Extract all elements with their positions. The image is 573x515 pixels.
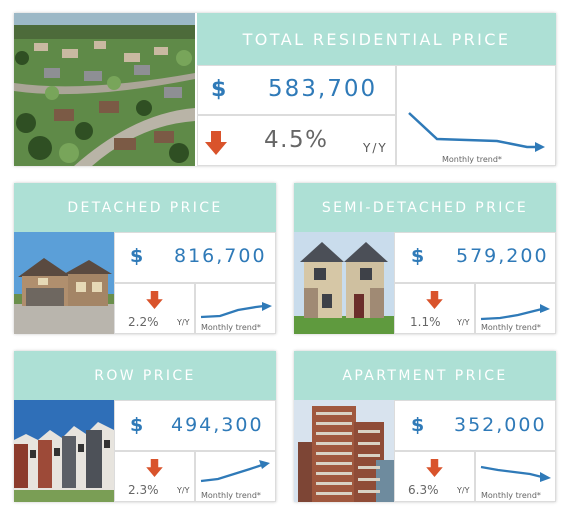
detached-header: DETACHED PRICE xyxy=(14,183,276,232)
semi-detached-dollar-icon: $ xyxy=(411,245,425,267)
total-trend-cell xyxy=(396,65,556,166)
total-yy-label: Y/Y xyxy=(363,141,388,155)
total-dollar-icon: $ xyxy=(211,77,227,102)
row-trend-chart xyxy=(200,460,270,483)
row-dollar-icon: $ xyxy=(130,414,144,436)
row-change-value: 2.3% xyxy=(128,483,159,497)
semi-detached-title: SEMI-DETACHED PRICE xyxy=(321,199,529,216)
apartment-price-value: 352,000 xyxy=(454,414,547,436)
semi-detached-card: SEMI-DETACHED PRICE $ 579,200 1.1% Y/Y M… xyxy=(294,183,556,334)
total-price-value: 583,700 xyxy=(268,76,378,102)
detached-price-cell xyxy=(114,232,276,283)
semi-detached-header: SEMI-DETACHED PRICE xyxy=(294,183,556,232)
apartment-price-cell xyxy=(394,400,556,451)
semi-detached-price-value: 579,200 xyxy=(456,245,549,267)
apartment-card: APARTMENT PRICE $ 352,000 6.3% Y/Y Month… xyxy=(294,351,556,502)
total-change-value: 4.5% xyxy=(264,127,329,153)
apartment-title: APARTMENT PRICE xyxy=(342,367,508,384)
detached-dollar-icon: $ xyxy=(130,245,144,267)
semi-detached-trend-chart xyxy=(480,304,550,321)
detached-yy-label: Y/Y xyxy=(177,318,190,327)
total-price-cell xyxy=(197,65,396,115)
neighbourhood-aerial-photo xyxy=(14,13,195,166)
detached-trend-label: Monthly trend* xyxy=(201,323,261,332)
apartment-header: APARTMENT PRICE xyxy=(294,351,556,400)
total-change-cell xyxy=(197,115,396,166)
row-trend-label: Monthly trend* xyxy=(201,491,261,500)
detached-change-value: 2.2% xyxy=(128,315,159,329)
detached-price-value: 816,700 xyxy=(174,245,267,267)
row-header: ROW PRICE xyxy=(14,351,276,400)
apartment-dollar-icon: $ xyxy=(411,414,425,436)
detached-house-photo xyxy=(14,232,114,334)
apartment-change-value: 6.3% xyxy=(408,483,439,497)
down-arrow-icon xyxy=(146,291,163,309)
total-trend-label: Monthly trend* xyxy=(442,155,502,164)
apartment-yy-label: Y/Y xyxy=(457,486,470,495)
semi-detached-price-cell xyxy=(394,232,556,283)
row-title: ROW PRICE xyxy=(94,367,196,384)
row-yy-label: Y/Y xyxy=(177,486,190,495)
down-arrow-icon xyxy=(146,459,163,477)
down-arrow-icon xyxy=(205,131,227,155)
semi-detached-yy-label: Y/Y xyxy=(457,318,470,327)
row-price-value: 494,300 xyxy=(171,414,264,436)
total-residential-header: TOTAL RESIDENTIAL PRICE xyxy=(197,13,556,65)
down-arrow-icon xyxy=(426,459,443,477)
total-residential-title: TOTAL RESIDENTIAL PRICE xyxy=(242,29,511,49)
row-trend-cell xyxy=(195,451,276,502)
semi-detached-house-photo xyxy=(294,232,394,334)
row-house-photo xyxy=(14,400,114,502)
row-price-cell xyxy=(114,400,276,451)
down-arrow-icon xyxy=(426,291,443,309)
semi-detached-change-value: 1.1% xyxy=(410,315,441,329)
total-residential-card: TOTAL RESIDENTIAL PRICE $ 583,700 4.5% Y… xyxy=(14,13,556,166)
detached-title: DETACHED PRICE xyxy=(67,199,223,216)
apartment-building-photo xyxy=(294,400,394,502)
row-card: ROW PRICE $ 494,300 2.3% Y/Y Monthly tre… xyxy=(14,351,276,502)
apartment-trend-label: Monthly trend* xyxy=(481,491,541,500)
semi-detached-trend-label: Monthly trend* xyxy=(481,323,541,332)
apartment-trend-chart xyxy=(480,465,551,482)
total-trend-chart xyxy=(408,112,545,152)
detached-trend-chart xyxy=(200,302,272,319)
detached-card: DETACHED PRICE $ 816,700 2.2% Y/Y Monthl… xyxy=(14,183,276,334)
